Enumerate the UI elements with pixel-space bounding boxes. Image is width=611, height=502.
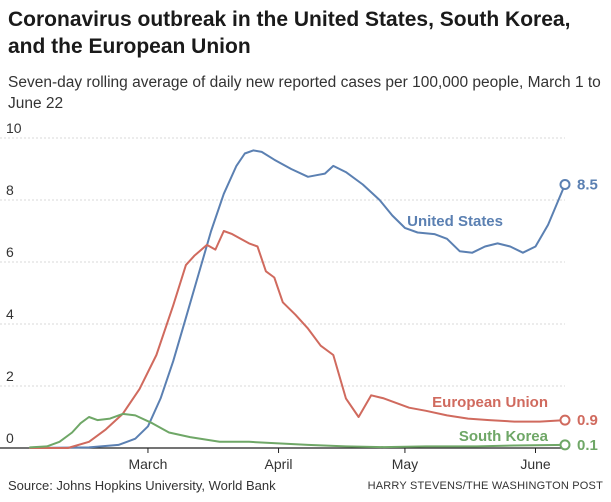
series-label-south-korea: South Korea xyxy=(459,428,549,445)
y-tick-label: 4 xyxy=(6,306,14,322)
endpoint-marker-european-union xyxy=(559,414,571,426)
end-value-label-united-states: 8.5 xyxy=(577,177,598,194)
x-tick-label: April xyxy=(265,456,293,472)
y-tick-label: 0 xyxy=(6,430,14,446)
end-value-label-european-union: 0.9 xyxy=(577,412,598,429)
source-note: Source: Johns Hopkins University, World … xyxy=(8,478,276,493)
series-label-united-states: United States xyxy=(407,213,503,230)
x-tick-label: June xyxy=(520,456,551,472)
endpoint-layer: 8.5 0.9 0.1 xyxy=(559,177,598,454)
series-line-south-korea xyxy=(29,412,566,449)
end-value-label-south-korea: 0.1 xyxy=(577,437,598,454)
series-line-united-states xyxy=(29,149,566,449)
series-label-layer: United States European Union South Korea xyxy=(407,213,549,445)
endpoint-marker-south-korea xyxy=(559,439,571,451)
x-tick-label: March xyxy=(128,456,167,472)
series-label-european-union: European Union xyxy=(432,394,548,411)
y-tick-label: 2 xyxy=(6,368,14,384)
y-tick-labels: 0 2 4 6 8 10 xyxy=(6,120,22,446)
x-tick-label: May xyxy=(392,456,418,472)
grid-layer xyxy=(0,137,565,453)
credit-line: HARRY STEVENS/THE WASHINGTON POST xyxy=(367,480,603,492)
x-tick-labels: March April May June xyxy=(128,456,550,472)
y-tick-label: 6 xyxy=(6,244,14,260)
y-tick-label: 10 xyxy=(6,120,22,136)
endpoint-marker-united-states xyxy=(559,179,571,190)
series-line-european-union xyxy=(29,230,566,449)
y-tick-label: 8 xyxy=(6,182,14,198)
chart-subtitle: Seven-day rolling average of daily new r… xyxy=(8,74,601,112)
series-layer xyxy=(29,149,566,449)
chart-title: Coronavirus outbreak in the United State… xyxy=(8,8,571,58)
